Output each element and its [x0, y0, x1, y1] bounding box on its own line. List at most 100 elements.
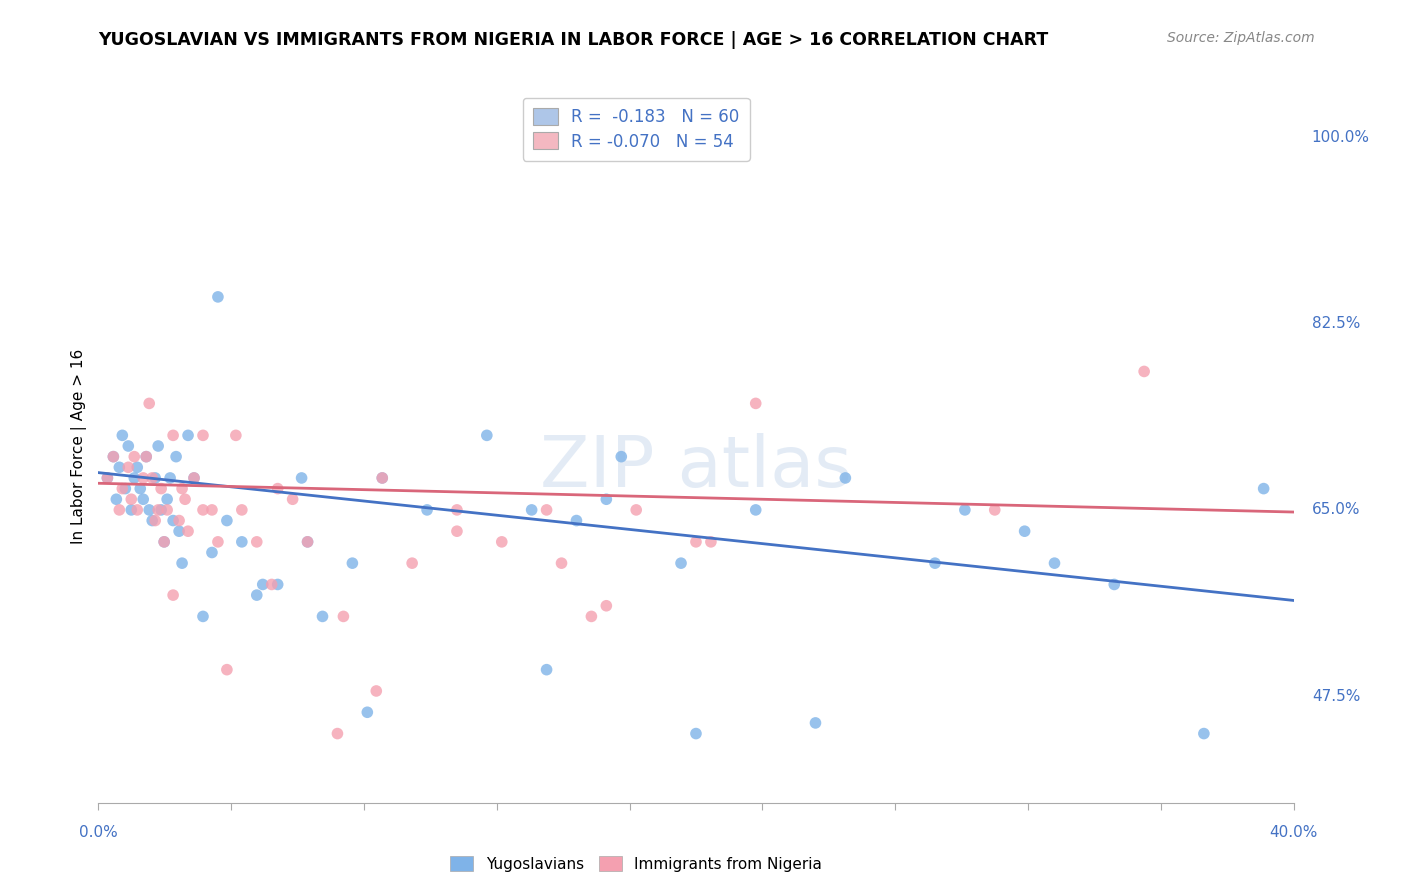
Point — [311, 609, 333, 624]
Point — [565, 514, 588, 528]
Point — [924, 556, 946, 570]
Point — [177, 524, 200, 539]
Point — [215, 514, 238, 528]
Point — [135, 450, 157, 464]
Text: 40.0%: 40.0% — [1270, 825, 1317, 840]
Point — [745, 396, 768, 410]
Point — [246, 534, 269, 549]
Point — [446, 524, 468, 539]
Point — [595, 599, 617, 613]
Point — [215, 663, 238, 677]
Point — [207, 534, 229, 549]
Y-axis label: In Labor Force | Age > 16: In Labor Force | Age > 16 — [72, 349, 87, 543]
Point — [685, 534, 707, 549]
Point — [141, 514, 163, 528]
Point — [103, 450, 125, 464]
Point — [96, 471, 118, 485]
Point — [167, 524, 190, 539]
Point — [117, 460, 139, 475]
Point — [1014, 524, 1036, 539]
Point — [120, 503, 142, 517]
Point — [401, 556, 423, 570]
Point — [260, 577, 283, 591]
Point — [1192, 726, 1215, 740]
Point — [610, 450, 633, 464]
Point — [172, 482, 194, 496]
Legend: Yugoslavians, Immigrants from Nigeria: Yugoslavians, Immigrants from Nigeria — [441, 847, 831, 880]
Point — [834, 471, 856, 485]
Point — [416, 503, 439, 517]
Point — [105, 492, 128, 507]
Point — [129, 482, 152, 496]
Point — [156, 492, 179, 507]
Point — [183, 471, 205, 485]
Point — [138, 396, 160, 410]
Point — [201, 545, 224, 559]
Point — [120, 492, 142, 507]
Point — [148, 439, 170, 453]
Point — [103, 450, 125, 464]
Point — [127, 503, 149, 517]
Point — [231, 503, 253, 517]
Point — [162, 514, 184, 528]
Point — [96, 471, 118, 485]
Point — [252, 577, 274, 591]
Point — [1133, 364, 1156, 378]
Point — [159, 471, 181, 485]
Point — [624, 503, 647, 517]
Point — [342, 556, 364, 570]
Point — [550, 556, 572, 570]
Point — [201, 503, 224, 517]
Point — [1253, 482, 1275, 496]
Point — [581, 609, 603, 624]
Point — [207, 290, 229, 304]
Point — [138, 503, 160, 517]
Point — [1043, 556, 1066, 570]
Point — [124, 450, 146, 464]
Point — [356, 706, 378, 720]
Point — [804, 715, 827, 730]
Point — [326, 726, 349, 740]
Point — [114, 482, 136, 496]
Point — [143, 471, 166, 485]
Point — [246, 588, 269, 602]
Point — [297, 534, 319, 549]
Point — [371, 471, 394, 485]
Point — [191, 609, 214, 624]
Point — [191, 503, 214, 517]
Point — [135, 450, 157, 464]
Point — [983, 503, 1005, 517]
Point — [108, 460, 131, 475]
Text: Source: ZipAtlas.com: Source: ZipAtlas.com — [1167, 31, 1315, 45]
Text: 100.0%: 100.0% — [1312, 129, 1369, 145]
Text: 47.5%: 47.5% — [1312, 689, 1360, 704]
Point — [332, 609, 354, 624]
Point — [1104, 577, 1126, 591]
Text: YUGOSLAVIAN VS IMMIGRANTS FROM NIGERIA IN LABOR FORCE | AGE > 16 CORRELATION CHA: YUGOSLAVIAN VS IMMIGRANTS FROM NIGERIA I… — [98, 31, 1049, 49]
Point — [536, 503, 558, 517]
Point — [117, 439, 139, 453]
Point — [267, 577, 290, 591]
Point — [290, 471, 312, 485]
Point — [127, 460, 149, 475]
Point — [172, 556, 194, 570]
Point — [371, 471, 394, 485]
Point — [745, 503, 768, 517]
Point — [281, 492, 304, 507]
Point — [297, 534, 319, 549]
Point — [124, 471, 146, 485]
Text: 82.5%: 82.5% — [1312, 316, 1360, 331]
Point — [165, 450, 187, 464]
Point — [446, 503, 468, 517]
Point — [953, 503, 976, 517]
Point — [153, 534, 176, 549]
Point — [143, 514, 166, 528]
Point — [162, 588, 184, 602]
Point — [536, 663, 558, 677]
Text: 0.0%: 0.0% — [79, 825, 118, 840]
Point — [475, 428, 498, 442]
Point — [150, 482, 173, 496]
Point — [595, 492, 617, 507]
Point — [191, 428, 214, 442]
Point — [148, 503, 170, 517]
